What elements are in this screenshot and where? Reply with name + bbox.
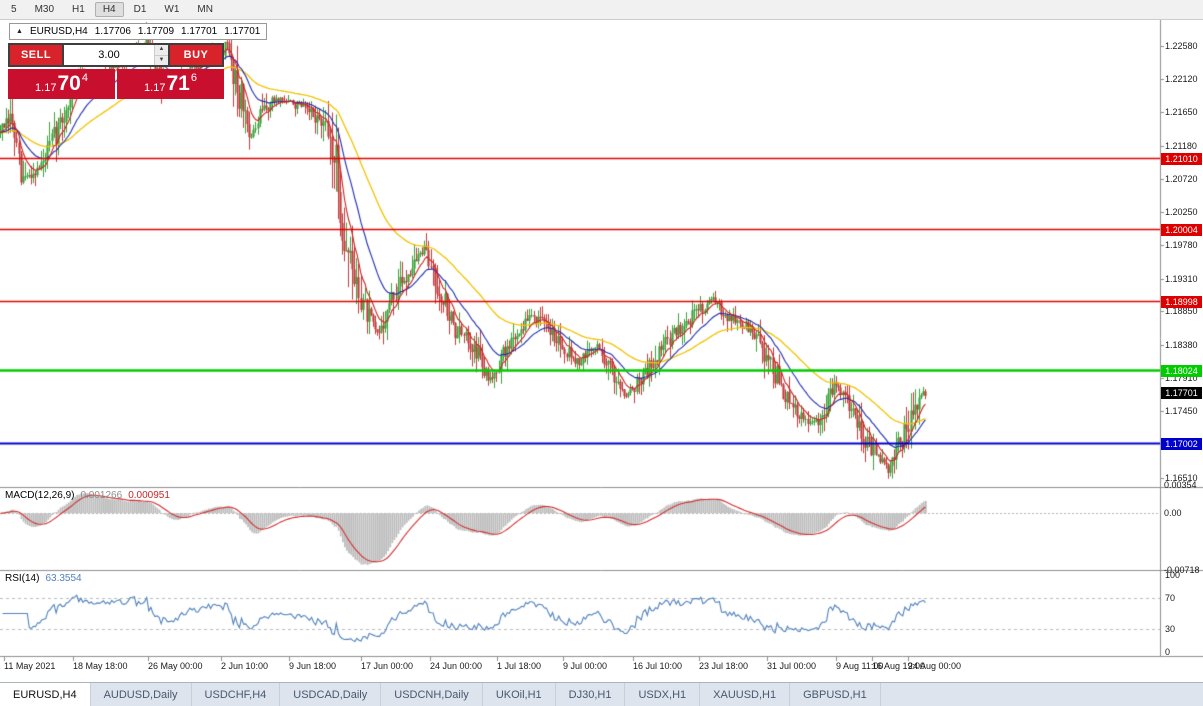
timeframe-button-h4[interactable]: H4 [94,2,124,17]
volume-increase-button[interactable]: ▲ [155,45,168,56]
price-axis-label: 1.16510 [1165,472,1198,483]
rsi-axis-label: 30 [1165,623,1176,634]
ohlc-open-value: 1.17706 [94,26,131,37]
time-axis-label: 16 Aug 19:00 [872,661,926,671]
chart-tab-audusd[interactable]: AUDUSD,Daily [91,683,192,706]
macd-title: MACD(12,26,9) [5,490,75,501]
timeframe-toolbar: 5 M30 H1 H4 D1 W1 MN [0,0,1203,20]
time-axis-label: 24 Jun 00:00 [430,661,483,671]
chart-tab-xauusd[interactable]: XAUUSD,H1 [700,683,791,706]
price-chart-canvas[interactable] [0,20,1203,682]
time-axis-label: 9 Jun 18:00 [289,661,337,671]
rsi-axis-label: 0 [1165,647,1171,657]
time-axis-label: 23 Jul 18:00 [699,661,749,671]
time-axis-label: 17 Jun 00:00 [361,661,414,671]
time-axis-label: 9 Jul 00:00 [563,661,608,671]
time-axis-label: 26 May 00:00 [148,661,203,671]
chart-ohlc-header: ▲ EURUSD,H4 1.17706 1.17709 1.17701 1.17… [9,23,268,40]
price-level-tag: 1.17002 [1161,437,1202,450]
timeframe-button-w1[interactable]: W1 [164,4,180,15]
chart-tab-dj30[interactable]: DJ30,H1 [556,683,626,706]
price-axis-label: 1.18850 [1165,306,1198,317]
buy-price-point: 6 [190,72,197,84]
rsi-value: 63.3554 [45,573,82,584]
volume-field: ▲ ▼ [64,45,168,65]
ohlc-close-value: 1.17701 [224,26,261,37]
volume-decrease-button[interactable]: ▼ [155,55,168,65]
chart-tab-eurusd[interactable]: EURUSD,H4 [0,683,91,706]
price-axis-label: 1.17450 [1165,405,1198,416]
price-axis-label: 1.20720 [1165,173,1198,184]
chart-tab-usdchf[interactable]: USDCHF,H4 [192,683,281,706]
time-axis-label: 1 Jul 18:00 [497,661,542,671]
price-axis-label: 1.22120 [1165,73,1198,84]
buy-price-pips: 71 [166,72,190,95]
ohlc-high-value: 1.17709 [137,26,175,37]
buy-price-button[interactable]: 1.17 71 6 [117,69,224,99]
time-axis-label: 24 Aug 00:00 [908,661,962,671]
price-axis-label: 1.19310 [1165,273,1198,284]
chart-tab-usdcnh[interactable]: USDCNH,Daily [381,683,483,706]
macd-signal-value: 0.000951 [128,490,170,501]
ohlc-low-value: 1.17701 [181,26,218,37]
chart-tab-usdcad[interactable]: USDCAD,Daily [280,683,382,706]
chart-tabs-bar: EURUSD,H4 AUDUSD,Daily USDCHF,H4 USDCAD,Dai… [0,682,1203,706]
time-axis-label: 31 Jul 00:00 [767,661,817,671]
price-level-tag: 1.21010 [1161,152,1202,165]
sell-price-base: 1.17 [35,82,57,94]
time-axis-label: 11 May 2021 [4,661,56,671]
quote-row: 1.17 70 4 1.17 71 6 [8,69,224,99]
macd-axis-label: 0.00354 [1164,480,1197,491]
timeframe-button-d1[interactable]: D1 [133,4,147,15]
timeframe-button-m30[interactable]: M30 [34,4,55,15]
chart-tab-ukoil[interactable]: UKOil,H1 [483,683,556,706]
volume-input[interactable] [64,45,154,65]
current-price-tag: 1.17701 [1161,387,1202,400]
one-click-trading-panel: SELL ▲ ▼ BUY 1.17 70 4 1.17 71 6 [8,43,224,99]
time-axis-label: 2 Jun 10:00 [221,661,269,671]
chart-tab-usdx[interactable]: USDX,H1 [625,683,701,706]
rsi-title: RSI(14) [5,573,40,584]
macd-main-value: 0.001266 [80,490,123,501]
volume-spinner: ▲ ▼ [154,45,168,65]
order-controls-row: SELL ▲ ▼ BUY [8,43,224,67]
price-axis-label: 1.17910 [1165,373,1198,384]
sell-price-button[interactable]: 1.17 70 4 [8,69,115,99]
timeframe-button-5[interactable]: 5 [11,4,17,15]
time-axis-label: 9 Aug 11:00 [836,661,884,671]
price-axis-label: 1.19780 [1165,240,1198,251]
sell-price-pips: 70 [57,72,81,95]
rsi-axis-label: 70 [1165,593,1176,604]
price-axis-label: 1.20250 [1165,206,1198,217]
price-level-tag: 1.18998 [1161,295,1202,308]
buy-button[interactable]: BUY [170,45,222,65]
chart-tab-gbpusd[interactable]: GBPUSD,H1 [790,683,881,706]
price-axis-label: 1.21650 [1165,107,1198,118]
price-level-tag: 1.20004 [1161,223,1202,236]
collapse-panel-icon[interactable]: ▲ [16,28,23,35]
macd-indicator-label: MACD(12,26,9) 0.001266 0.000951 [5,490,170,501]
timeframe-button-h1[interactable]: H1 [72,4,85,15]
price-axis-label: 1.22580 [1165,41,1198,52]
sell-button[interactable]: SELL [10,45,62,65]
rsi-axis-label: 100 [1165,570,1181,580]
sell-price-point: 4 [81,72,88,84]
price-level-tag: 1.18024 [1161,364,1202,377]
chart-symbol-label: EURUSD,H4 [29,26,88,37]
price-axis-label: 1.21180 [1165,140,1197,151]
buy-price-base: 1.17 [144,82,166,94]
rsi-indicator-label: RSI(14) 63.3554 [5,573,82,584]
time-axis-label: 18 May 18:00 [73,661,128,671]
timeframe-button-mn[interactable]: MN [197,4,213,15]
macd-axis-label: 0.00 [1164,508,1182,519]
macd-axis-label: -0.00718 [1164,564,1200,575]
price-axis-label: 1.18380 [1165,339,1198,350]
time-axis-label: 16 Jul 10:00 [633,661,683,671]
